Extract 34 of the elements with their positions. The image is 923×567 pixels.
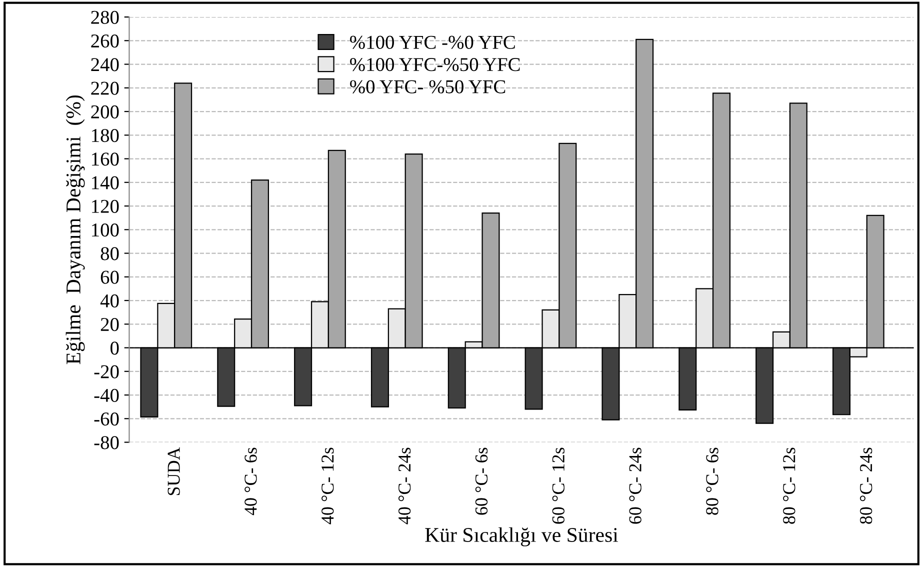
x-tick-label: 60 °C- 24s [629,448,642,524]
y-axis-title: Eğilme Dayanım Değişimi (%) [66,95,85,364]
x-tick-label: 60 °C- 6s [475,448,488,515]
y-tick-label: -40 [94,388,119,402]
x-tick-label: 60 °C- 12s [552,448,564,524]
y-tick-label: 140 [92,176,119,190]
x-axis-title: Kür Sıcaklığı ve Süresi [425,527,618,546]
x-tick-label: 40 °C- 6s [244,448,257,516]
x-tick-label: SUDA [168,447,180,496]
y-tick-label: 200 [91,105,119,118]
x-tick-label: 40 °C- 12s [322,448,334,524]
y-tick-label: 0 [110,342,119,355]
legend-label: %100 YFC -%0 YFC [350,36,515,49]
y-tick-label: 280 [91,10,119,24]
y-tick-label: 220 [91,82,119,95]
y-tick-label: 160 [92,152,119,166]
legend-label: %0 YFC- %50 YFC [350,80,506,94]
y-tick-label: -20 [94,365,119,378]
y-tick-label: 100 [92,223,119,237]
y-tick-label: -80 [94,436,119,450]
x-tick-label: 80 °C- 6s [706,448,718,515]
y-tick-label: 120 [92,200,119,213]
legend-label: %100 YFC-%50 YFC [350,58,520,72]
y-tick-label: 20 [100,318,119,332]
y-tick-label: 180 [92,128,119,142]
y-tick-label: 260 [91,34,119,48]
x-tick-label: 80 °C- 12s [783,448,796,524]
x-tick-label: 40 °C- 24s [398,448,411,524]
y-tick-label: 240 [91,58,119,72]
y-tick-label: 40 [100,294,119,308]
y-tick-label: 60 [100,270,119,284]
x-tick-label: 80 °C- 24s [860,448,872,524]
y-tick-label: 80 [100,247,119,260]
y-tick-label: -60 [94,412,119,426]
